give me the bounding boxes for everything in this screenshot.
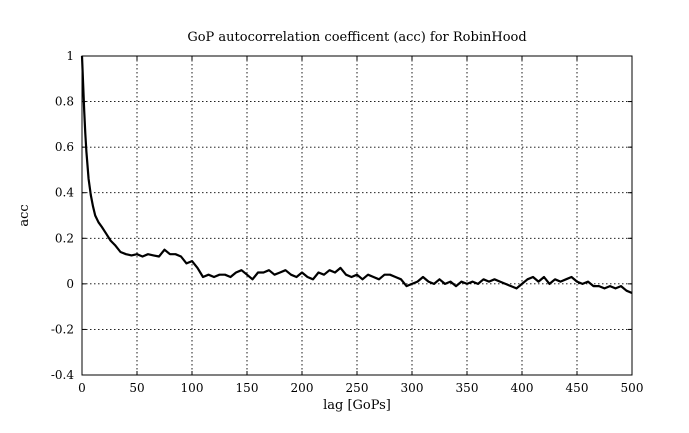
y-tick-label: 0.8 <box>55 95 74 109</box>
grid-lines <box>82 56 632 375</box>
y-axis: -0.4 -0.2 0 0.2 0.4 0.6 0.8 1 <box>51 49 632 382</box>
x-tick-label: 100 <box>181 381 204 395</box>
x-tick-label: 500 <box>621 381 644 395</box>
y-tick-label: -0.4 <box>51 368 75 382</box>
chart-title: GoP autocorrelation coefficent (acc) for… <box>187 30 526 45</box>
x-tick-label: 400 <box>511 381 534 395</box>
y-tick-label: 0.2 <box>55 231 74 245</box>
plot-frame <box>81 55 633 376</box>
x-tick-label: 50 <box>129 381 144 395</box>
y-tick-label: 0 <box>66 277 74 291</box>
x-tick-label: 350 <box>456 381 479 395</box>
x-tick-label: 0 <box>78 381 86 395</box>
series-group <box>80 55 633 295</box>
y-tick-label: -0.2 <box>51 322 74 336</box>
x-tick-label: 300 <box>401 381 424 395</box>
x-tick-label: 200 <box>291 381 314 395</box>
y-tick-label: 0.6 <box>55 140 74 154</box>
x-axis-label: lag [GoPs] <box>323 398 391 413</box>
x-tick-label: 450 <box>566 381 589 395</box>
y-axis-label: acc <box>17 204 32 226</box>
series-line <box>80 55 633 295</box>
x-axis: 0 50 100 150 200 250 300 350 400 450 500 <box>78 56 643 395</box>
y-tick-label: 0.4 <box>55 186 74 200</box>
y-tick-label: 1 <box>66 49 74 63</box>
x-tick-label: 250 <box>346 381 369 395</box>
x-tick-label: 150 <box>236 381 259 395</box>
